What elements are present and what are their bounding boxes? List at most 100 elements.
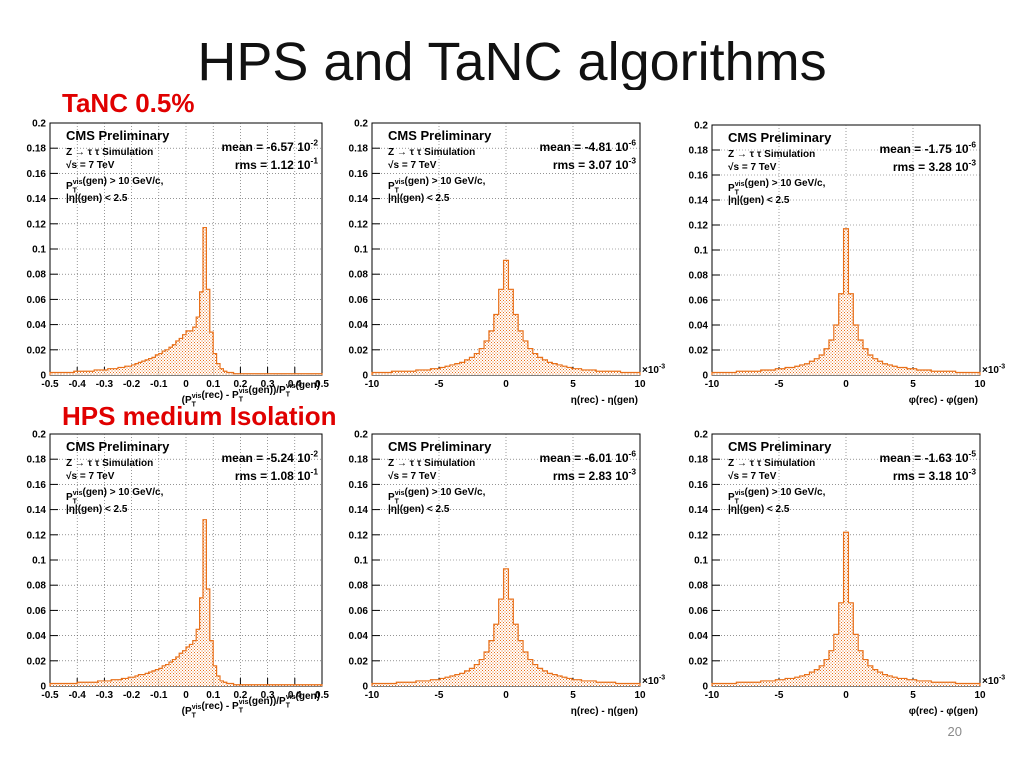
histogram-bar (56, 372, 61, 375)
histogram-bar (298, 684, 302, 686)
histogram-bar (315, 684, 319, 686)
y-tick-label: 0.02 (27, 345, 47, 356)
histogram-bar (233, 684, 237, 686)
histogram-bar (975, 372, 980, 375)
y-tick-label: 0.08 (349, 581, 369, 592)
annotation-line: √s = 7 TeV (728, 162, 777, 173)
histogram-bar (897, 367, 903, 375)
y-tick-label: 0 (702, 371, 708, 382)
histogram-bar (301, 373, 305, 375)
histogram-bar (605, 371, 611, 375)
histogram-bar (158, 668, 163, 686)
y-tick-label: 0.18 (349, 144, 369, 155)
histogram-bar (537, 357, 543, 375)
histogram-bar (415, 369, 421, 375)
histogram-bar (294, 684, 299, 686)
x-tick-label: -0.5 (41, 690, 59, 701)
plot-tanc-phi: 0 0.02 0.04 0.06 0.08 0.1 0.12 0.14 0.16 0.18 0.2 -… (689, 121, 1006, 407)
histogram-bar (571, 368, 577, 375)
x-tick-label: 0 (183, 379, 189, 390)
histogram-bar (523, 651, 528, 686)
annotation-line: √s = 7 TeV (66, 471, 115, 482)
histogram-bar (780, 679, 786, 686)
x-tick-label: 5 (910, 379, 916, 390)
histogram-bar (175, 657, 180, 686)
histogram-bar (186, 330, 190, 375)
histogram-bar (264, 684, 268, 686)
histogram-bar (128, 366, 132, 375)
histogram-bar (148, 672, 152, 686)
x-tick-label: 0.3 (261, 379, 275, 390)
histogram-bar (124, 366, 129, 375)
histogram-bar (250, 373, 254, 375)
histogram-bar (527, 348, 533, 375)
histogram-bar (785, 678, 790, 686)
y-tick-label: 0.04 (349, 631, 369, 642)
y-tick-label: 0.06 (349, 606, 369, 617)
histogram-bar (243, 684, 248, 686)
histogram-bar (941, 371, 946, 375)
histogram-bar (305, 684, 309, 686)
histogram-bar (84, 682, 88, 686)
histogram-outline (371, 259, 641, 375)
histogram-bar (950, 371, 956, 375)
histogram-bar (301, 684, 305, 686)
histogram-bar (131, 677, 135, 686)
histogram-bar (955, 372, 961, 375)
histogram-bar (906, 368, 912, 375)
histogram-bar (281, 373, 285, 375)
histogram-bar (508, 289, 514, 375)
histogram-bar (828, 340, 834, 375)
annotation-line: |η|(gen) < 2.5 (66, 193, 128, 204)
histogram-bar (615, 683, 621, 686)
histogram-bar (635, 683, 640, 686)
histogram-bar (435, 368, 441, 375)
histogram-bar (601, 682, 606, 686)
histogram-bar (376, 372, 382, 375)
histogram-bar (493, 314, 499, 375)
histogram-bar (60, 372, 64, 375)
histogram-bar (853, 325, 859, 375)
histogram-bar (474, 664, 480, 686)
histogram-bar (240, 684, 244, 686)
histogram-bar (267, 373, 271, 375)
x-tick-label: -5 (775, 690, 784, 701)
histogram-bar (158, 353, 163, 375)
histogram-bar (430, 679, 436, 686)
histogram-bar (199, 597, 203, 686)
cms-preliminary-label: CMS Preliminary (388, 439, 492, 454)
histogram-bar (863, 348, 868, 375)
annotation-line: Z → τ τ Simulation (728, 149, 815, 160)
histogram-bar (260, 373, 265, 375)
histogram-bar (420, 369, 426, 375)
histogram-bar (887, 365, 893, 375)
histogram-bar (288, 684, 292, 686)
histogram-bar (128, 677, 132, 686)
histogram-bar (503, 568, 509, 686)
annotation-line: √s = 7 TeV (66, 160, 115, 171)
histogram-bar (250, 684, 254, 686)
histogram-bar (220, 368, 224, 375)
x-tick-label: -0.1 (150, 690, 168, 701)
histogram-bar (94, 682, 98, 686)
histogram-bar (206, 588, 210, 686)
histogram-bar (107, 368, 112, 375)
histogram-bar (87, 682, 91, 686)
histogram-bar (799, 365, 805, 375)
histogram-bar (311, 373, 316, 375)
histogram-bar (557, 364, 563, 375)
histogram-bar (586, 369, 592, 375)
histogram-bar (459, 673, 465, 686)
histogram-bar (152, 357, 156, 375)
histogram-bar (182, 650, 186, 686)
y-tick-label: 0.06 (27, 295, 47, 306)
y-tick-label: 0.18 (27, 455, 47, 466)
histogram-bar (138, 674, 142, 686)
y-tick-label: 0.14 (27, 505, 47, 516)
annotation-line: PTvis(gen) > 10 GeV/c, (66, 487, 164, 506)
histogram-bar (867, 665, 873, 686)
histogram-bar (372, 683, 377, 686)
y-tick-label: 0.08 (27, 270, 47, 281)
histogram-bar (931, 371, 937, 375)
y-tick-label: 0 (362, 682, 368, 693)
